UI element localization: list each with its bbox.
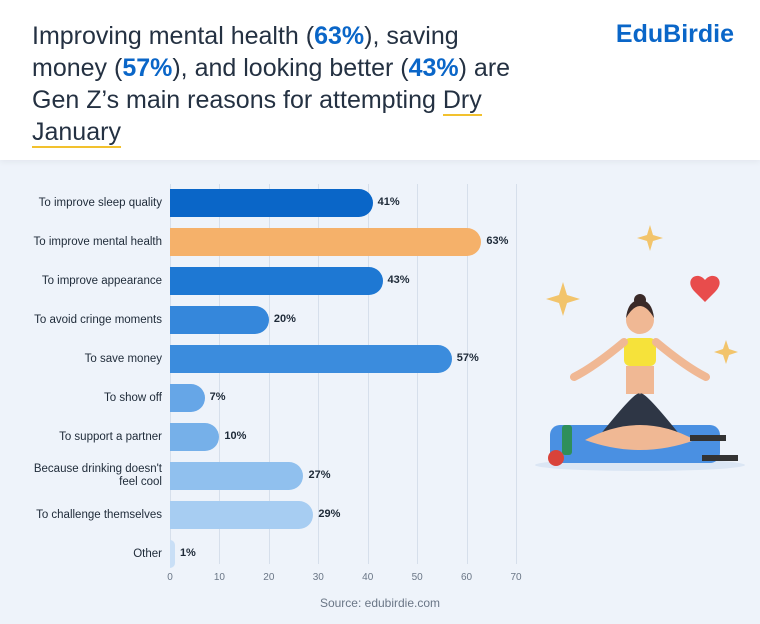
grid-line	[170, 184, 171, 564]
bar	[170, 228, 482, 256]
grid-line	[466, 184, 468, 564]
category-label: Because drinking doesn't feel cool	[33, 463, 162, 488]
x-tick-label: 40	[362, 572, 374, 583]
title-highlight: Dry January	[32, 86, 482, 148]
title-highlight: 63%	[314, 22, 365, 50]
shorts	[600, 393, 680, 435]
title: Improving mental health (63%), saving mo…	[32, 20, 512, 148]
category-label: To save money	[84, 352, 162, 365]
value-label: 29%	[318, 508, 341, 520]
value-label: 10%	[224, 430, 247, 442]
value-label: 27%	[308, 469, 331, 481]
waist	[626, 366, 654, 394]
bar	[170, 384, 205, 412]
source: Source: edubirdie.com	[319, 596, 441, 610]
title-text: ) are Gen Z’s main reasons for attemptin…	[32, 54, 511, 114]
hair-bun	[634, 294, 646, 306]
legs	[585, 425, 695, 450]
dumbbell	[702, 455, 738, 461]
grid-line	[268, 184, 270, 564]
grid-line	[417, 184, 419, 564]
title-highlight: 57%	[122, 54, 173, 82]
x-tick-label: 70	[510, 572, 522, 583]
category-label: Other	[133, 547, 162, 560]
x-tick-label: 60	[461, 572, 473, 583]
category-label: To improve mental health	[33, 235, 162, 248]
value-label: 7%	[209, 391, 226, 403]
title-text: ), and looking better (	[172, 54, 409, 82]
category-label: To avoid cringe moments	[34, 313, 162, 326]
value-label: 41%	[377, 196, 400, 208]
x-tick-label: 10	[213, 572, 225, 583]
sparkle	[546, 282, 580, 316]
category-label: To improve sleep quality	[38, 196, 162, 209]
arms	[570, 338, 710, 381]
x-tick-label: 30	[312, 572, 324, 583]
title-text: ), saving money (	[32, 22, 459, 82]
x-tick-label: 50	[411, 572, 423, 583]
heart	[690, 275, 720, 302]
category-label: To show off	[104, 391, 162, 404]
logo: EduBirdie	[615, 20, 734, 48]
title-text: Improving mental health (	[32, 22, 315, 50]
category-label: To challenge themselves	[36, 508, 162, 521]
apple	[548, 450, 564, 466]
bar	[170, 501, 314, 529]
bottle	[562, 425, 572, 455]
hair	[626, 300, 654, 318]
top	[624, 338, 656, 366]
grid-line	[516, 184, 517, 564]
value-label: 43%	[387, 274, 410, 286]
illustration	[535, 225, 745, 471]
value-label: 63%	[486, 235, 509, 247]
bar	[170, 540, 175, 568]
bar	[170, 189, 373, 217]
bar	[170, 306, 269, 334]
sparkle	[714, 340, 738, 364]
grid-line	[219, 184, 221, 564]
head	[626, 306, 654, 334]
sparkle	[637, 225, 663, 251]
grid-line	[318, 184, 320, 564]
category-label: To improve appearance	[41, 274, 162, 287]
x-tick-label: 0	[167, 572, 173, 583]
grid-line	[367, 184, 369, 564]
header: Improving mental health (63%), saving mo…	[0, 0, 760, 160]
dumbbell	[690, 435, 726, 441]
value-label: 1%	[179, 547, 196, 559]
bar	[170, 462, 304, 490]
bar	[170, 267, 383, 295]
category-label: To support a partner	[59, 430, 162, 443]
bar	[170, 423, 220, 451]
x-tick-label: 20	[263, 572, 275, 583]
value-label: 20%	[273, 313, 296, 325]
value-label: 57%	[456, 352, 479, 364]
bar	[170, 345, 452, 373]
title-highlight: 43%	[408, 54, 459, 82]
